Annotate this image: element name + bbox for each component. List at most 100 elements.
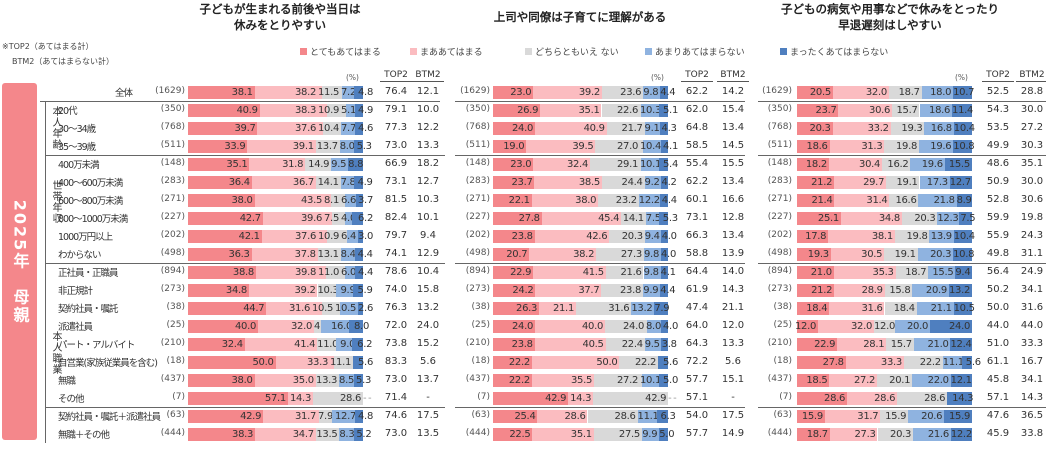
bar-segment-label: 6.4	[341, 231, 357, 242]
legend-swatch	[645, 48, 652, 55]
row-label: 自営業(家族従業員を含む)	[58, 358, 158, 369]
top2-value: 52.5	[986, 86, 1010, 97]
bar-segment	[884, 284, 913, 297]
top2-value: 72.2	[685, 356, 709, 367]
panel-1-title: 子どもが生まれる前後や当日は 休みをとりやすい	[200, 1, 361, 33]
bar-segment	[188, 140, 248, 153]
row-label: 正社員・正職員	[58, 268, 119, 279]
bar-segment	[317, 248, 341, 261]
bar-segment-label: 15.5	[932, 267, 954, 278]
bar-segment	[188, 320, 258, 333]
bar-segment-label: 35.1	[570, 429, 592, 440]
bar-segment-label: 50.0	[596, 357, 618, 368]
bar-segment	[339, 140, 354, 153]
bar-segment-label: 4.1	[663, 141, 679, 152]
bar-segment	[533, 266, 606, 279]
bar-segment	[916, 302, 954, 315]
bar-segment-label: 9.9	[642, 429, 658, 440]
sample-size: (273)	[767, 284, 792, 294]
bar-segment-label: 20.3	[890, 429, 912, 440]
bar-segment	[248, 284, 318, 297]
top2-value: 72.0	[384, 320, 408, 331]
bar-segment-label: 6.3	[660, 411, 676, 422]
legend-item: まああてはまる	[410, 45, 483, 58]
sample-size: (18)	[773, 356, 792, 366]
bar-segment-label: 9.1	[644, 123, 660, 134]
bar-segment-label: 6.2	[358, 213, 374, 224]
btm2-value: 15.5	[721, 158, 745, 169]
panel-3-title-line1: 子どもの病気や用事などで休みをとったり	[781, 2, 999, 16]
top2-value: 66.9	[384, 158, 408, 169]
bar-segment	[340, 176, 355, 189]
bar-segment-label: 10.4	[640, 141, 662, 152]
btm2-value: 30.0	[1020, 104, 1044, 115]
top2-value: 47.4	[685, 302, 709, 313]
bar-segment-label: 21.1	[552, 303, 575, 314]
bar-segment	[797, 86, 833, 99]
sample-size: (271)	[465, 194, 490, 204]
bar-segment-label: -	[673, 393, 677, 404]
bar-segment-label: 31.6	[289, 303, 311, 314]
row-label: 契約社員・嘱託	[58, 304, 119, 315]
bar-segment-label: 33.3	[880, 357, 902, 368]
bar-segment	[323, 122, 342, 135]
bar-segment-label: 33.3	[307, 357, 329, 368]
bar-segment-label: 10.5	[335, 303, 357, 314]
bar-segment	[876, 374, 913, 387]
bar-segment	[493, 392, 569, 405]
bar-segment	[660, 266, 668, 279]
bar-segment-label: 40.0	[235, 321, 257, 332]
bar-segment-label: 5.0	[659, 429, 675, 440]
bar-segment-label: 23.0	[510, 159, 532, 170]
bar-segment	[593, 428, 642, 441]
bar-segment-label: 8.8	[348, 159, 364, 170]
row-separator	[45, 155, 445, 156]
bar-segment-label: 12.0	[795, 321, 817, 332]
bar-segment	[354, 104, 364, 117]
bar-segment-label: 10.4	[953, 231, 975, 242]
bar-segment	[930, 320, 972, 333]
btm2-value: 24.9	[1020, 266, 1044, 277]
bar-segment-label: 7.7	[341, 123, 357, 134]
top2-value: 73.1	[685, 212, 709, 223]
bar-segment	[928, 266, 956, 279]
bar-segment-label: 23.2	[615, 195, 637, 206]
bar-segment	[838, 104, 893, 117]
bar-segment	[834, 176, 887, 189]
bar-segment	[661, 338, 668, 351]
bar-segment-label: 9.8	[643, 87, 659, 98]
bar-segment	[797, 374, 830, 387]
btm2-value: -	[426, 392, 430, 403]
bar-segment-label: 5.2	[356, 429, 372, 440]
bar-segment-label: 7.2	[341, 87, 357, 98]
bar-segment-label: 7.5	[324, 213, 340, 224]
bar-segment-label: 42.9	[645, 393, 667, 404]
bar-segment	[944, 410, 972, 423]
bar-segment	[660, 122, 668, 135]
bar-segment-label: 4.4	[358, 267, 374, 278]
bar-segment	[661, 230, 669, 243]
bar-segment-label: 31.6	[608, 303, 630, 314]
row-separator	[455, 407, 745, 408]
bar-segment	[656, 410, 668, 423]
sample-size: (437)	[465, 374, 490, 384]
sample-size: (202)	[767, 230, 792, 240]
bar-segment-label: 15.9	[949, 411, 971, 422]
btm2-value: 12.8	[721, 212, 745, 223]
bar-segment-label: 10.5	[312, 303, 334, 314]
bar-segment-label: 29.7	[863, 177, 885, 188]
sample-size: (227)	[767, 212, 792, 222]
bar-segment	[593, 392, 669, 405]
panel-3-title-line2: 早退遅刻はしやすい	[838, 18, 942, 32]
bar-segment-label: 5.4	[663, 159, 679, 170]
bar-segment	[924, 122, 954, 135]
sample-size: (227)	[465, 212, 490, 222]
bar-segment	[333, 356, 354, 369]
bar-segment	[540, 104, 602, 117]
note-btm2: BTM2（あてはまらない計）	[12, 57, 115, 66]
row-separator	[758, 101, 1046, 102]
bar-segment	[315, 176, 341, 189]
bar-segment-label: 24.0	[949, 321, 971, 332]
bar-segment-label: 3.8	[661, 339, 677, 350]
